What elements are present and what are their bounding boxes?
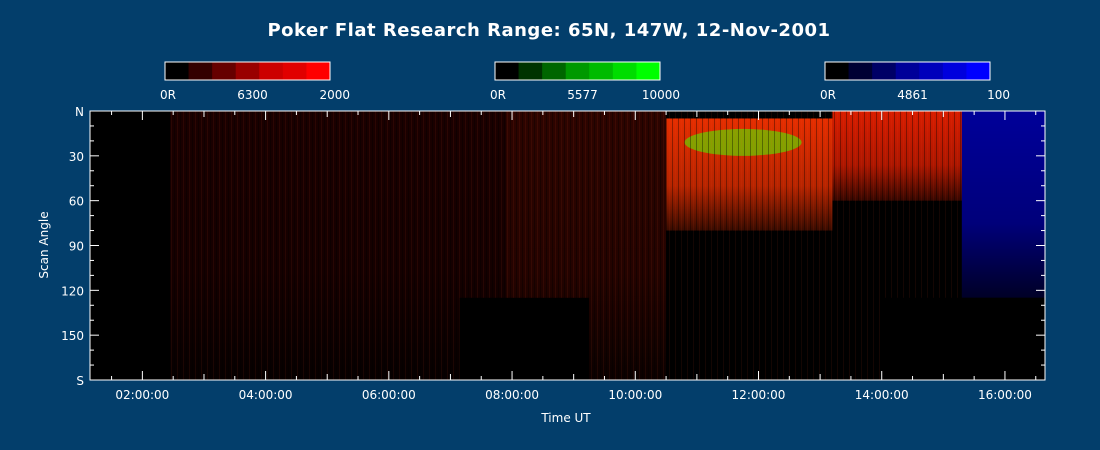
- x-tick-label: 06:00:00: [362, 388, 416, 402]
- colorbar-swatch: [565, 62, 590, 80]
- colorbar-min-label: 0R: [490, 88, 506, 102]
- emission-region-4861: [961, 111, 1045, 298]
- colorbar-swatch: [306, 62, 331, 80]
- colorbar-swatch: [518, 62, 543, 80]
- colorbar-channel-label: 4861: [897, 88, 928, 102]
- colorbar-swatch: [259, 62, 284, 80]
- y-tick-label: 90: [69, 240, 84, 254]
- x-tick-label: 08:00:00: [485, 388, 539, 402]
- y-tick-label: 30: [69, 150, 84, 164]
- x-tick-label: 10:00:00: [608, 388, 662, 402]
- colorbar-swatch: [636, 62, 661, 80]
- colorbar-swatch: [212, 62, 237, 80]
- y-tick-label: S: [76, 374, 84, 388]
- colorbar-swatch: [165, 62, 190, 80]
- colorbar-swatch: [825, 62, 850, 80]
- colorbar-swatch: [848, 62, 873, 80]
- colorbar-5577: 0R 5577 10000: [490, 61, 680, 102]
- colorbar-swatch: [282, 62, 307, 80]
- colorbar-frame: [164, 61, 331, 81]
- chart-title: Poker Flat Research Range: 65N, 147W, 12…: [267, 20, 830, 41]
- x-tick-label: 04:00:00: [239, 388, 293, 402]
- no-data-block: [90, 111, 171, 380]
- x-tick-label: 14:00:00: [855, 388, 909, 402]
- x-axis-label: Time UT: [540, 411, 591, 425]
- colorbar-frame: [494, 61, 661, 81]
- colorbar-channel-label: 6300: [237, 88, 268, 102]
- x-tick-label: 02:00:00: [115, 388, 169, 402]
- y-tick-label: 120: [61, 284, 84, 298]
- y-axis-label: Scan Angle: [37, 211, 51, 278]
- y-tick-label: 60: [69, 195, 84, 209]
- y-tick-label: N: [75, 105, 84, 119]
- colorbar-6300: 0R 6300 2000: [160, 61, 350, 102]
- colorbar-swatch: [872, 62, 897, 80]
- colorbar-min-label: 0R: [820, 88, 836, 102]
- no-data-block: [881, 297, 1045, 380]
- colorbar-swatch: [495, 62, 520, 80]
- colorbar-swatch: [188, 62, 213, 80]
- no-data-block: [459, 297, 590, 380]
- colorbar-4861: 0R 4861 100: [820, 61, 1010, 102]
- x-tick-label: 16:00:00: [978, 388, 1032, 402]
- colorbar-max-label: 2000: [319, 88, 350, 102]
- colorbar-swatch: [966, 62, 991, 80]
- colorbar-swatch: [235, 62, 260, 80]
- y-axis: N 30 60 90 120 150 S: [61, 105, 1045, 388]
- colorbar-swatch: [542, 62, 567, 80]
- colorbar-channel-label: 5577: [567, 88, 598, 102]
- colorbar-max-label: 10000: [642, 88, 680, 102]
- plot-area: [89, 110, 1046, 381]
- y-tick-label: 150: [61, 329, 84, 343]
- x-axis: 02:00:00 04:00:00 06:00:00 08:00:00 10:00:00…: [111, 111, 1037, 402]
- colorbar-swatch: [942, 62, 967, 80]
- colorbar-swatch: [612, 62, 637, 80]
- colorbar-frame: [824, 61, 991, 81]
- colorbar-legend: 0R 6300 2000 0R 5577 10000 0R 4861 100: [160, 61, 1010, 102]
- colorbar-swatch: [895, 62, 920, 80]
- colorbar-swatch: [919, 62, 944, 80]
- colorbar-min-label: 0R: [160, 88, 176, 102]
- colorbar-max-label: 100: [987, 88, 1010, 102]
- x-tick-label: 12:00:00: [732, 388, 786, 402]
- colorbar-swatch: [589, 62, 614, 80]
